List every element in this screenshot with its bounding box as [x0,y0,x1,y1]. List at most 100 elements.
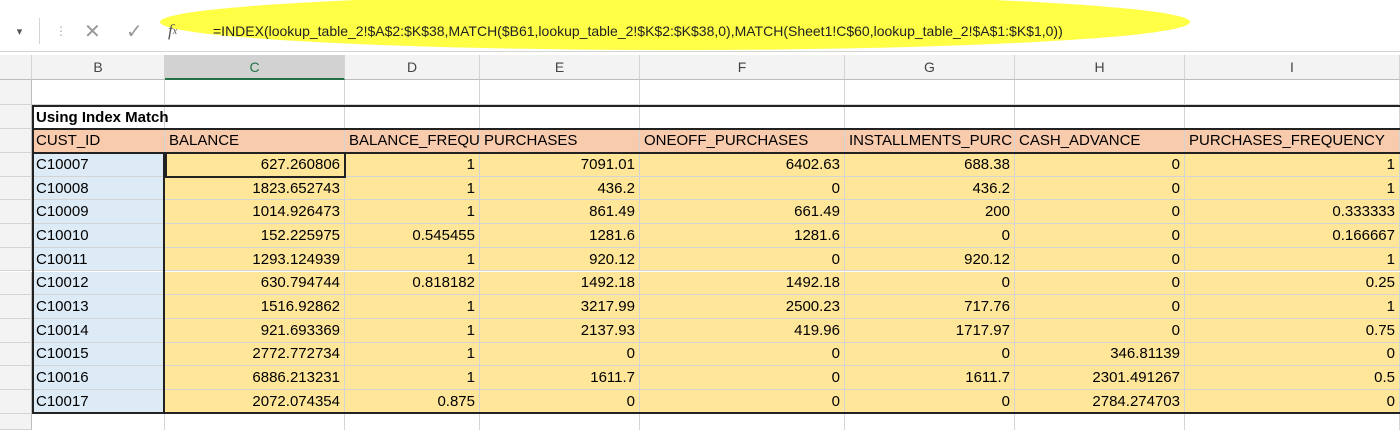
value-cell[interactable]: 920.12 [480,247,640,272]
cell[interactable] [32,80,165,105]
id-cell[interactable]: C10012 [32,271,165,296]
value-cell[interactable]: 717.76 [845,295,1015,319]
id-cell[interactable]: C10011 [32,247,165,272]
value-cell[interactable]: 627.260806 [165,153,345,177]
value-cell[interactable]: 0 [1015,224,1185,248]
value-cell[interactable]: 7091.01 [480,153,640,177]
row-header[interactable] [0,129,32,153]
value-cell[interactable]: 346.81139 [1015,342,1185,367]
row-header[interactable] [0,366,32,390]
cell[interactable] [1015,413,1185,430]
section-title[interactable]: Using Index Match [36,108,169,126]
value-cell[interactable]: 0 [640,247,845,272]
value-cell[interactable]: 0 [640,366,845,390]
value-cell[interactable]: 2500.23 [640,295,845,319]
cell[interactable] [845,80,1015,105]
column-header[interactable]: D [345,55,480,80]
value-cell[interactable]: 0 [1015,247,1185,272]
header-cell[interactable]: INSTALLMENTS_PURC [845,129,1015,153]
value-cell[interactable]: 1 [345,200,480,225]
value-cell[interactable]: 1 [345,153,480,177]
value-cell[interactable]: 0 [845,342,1015,367]
header-cell[interactable]: ONEOFF_PURCHASES [640,129,845,153]
value-cell[interactable]: 1 [345,247,480,272]
id-cell[interactable]: C10016 [32,366,165,390]
value-cell[interactable]: 630.794744 [165,271,345,296]
value-cell[interactable]: 921.693369 [165,318,345,343]
value-cell[interactable]: 152.225975 [165,224,345,248]
row-header[interactable] [0,247,32,272]
column-header[interactable]: H [1015,55,1185,80]
value-cell[interactable]: 1492.18 [480,271,640,296]
id-cell[interactable]: C10015 [32,342,165,367]
value-cell[interactable]: 6886.213231 [165,366,345,390]
cell[interactable] [32,413,165,430]
cell[interactable] [345,80,480,105]
value-cell[interactable]: 1 [345,318,480,343]
value-cell[interactable]: 0 [845,224,1015,248]
value-cell[interactable]: 0 [1015,200,1185,225]
formula-text[interactable]: =INDEX(lookup_table_2!$A$2:$K$38,MATCH($… [213,23,1063,39]
value-cell[interactable]: 920.12 [845,247,1015,272]
value-cell[interactable]: 1516.92862 [165,295,345,319]
value-cell[interactable]: 1 [345,176,480,201]
value-cell[interactable]: 0.5 [1185,366,1400,390]
value-cell[interactable]: 1 [345,295,480,319]
header-cell[interactable]: CUST_ID [32,129,165,153]
cell[interactable] [1185,80,1400,105]
value-cell[interactable]: 1293.124939 [165,247,345,272]
cell[interactable] [1015,80,1185,105]
value-cell[interactable]: 1611.7 [480,366,640,390]
column-header[interactable]: B [32,55,165,80]
cell[interactable] [165,80,345,105]
cell[interactable] [165,413,345,430]
value-cell[interactable]: 661.49 [640,200,845,225]
value-cell[interactable]: 2784.274703 [1015,390,1185,414]
value-cell[interactable]: 3217.99 [480,295,640,319]
column-header[interactable]: E [480,55,640,80]
value-cell[interactable]: 2137.93 [480,318,640,343]
value-cell[interactable]: 0 [640,176,845,201]
row-header[interactable] [0,224,32,248]
cell[interactable] [640,413,845,430]
value-cell[interactable]: 200 [845,200,1015,225]
value-cell[interactable]: 0 [1015,153,1185,177]
cell[interactable] [845,413,1015,430]
value-cell[interactable]: 419.96 [640,318,845,343]
row-header[interactable] [0,342,32,367]
id-cell[interactable]: C10013 [32,295,165,319]
value-cell[interactable]: 0.25 [1185,271,1400,296]
id-cell[interactable]: C10014 [32,318,165,343]
row-header[interactable] [0,200,32,225]
value-cell[interactable]: 1823.652743 [165,176,345,201]
value-cell[interactable]: 0.818182 [345,271,480,296]
row-header[interactable] [0,295,32,319]
id-cell[interactable]: C10010 [32,224,165,248]
row-header[interactable] [0,390,32,414]
row-header[interactable] [0,105,32,129]
column-header[interactable]: I [1185,55,1400,80]
value-cell[interactable]: 1492.18 [640,271,845,296]
value-cell[interactable]: 0 [480,342,640,367]
value-cell[interactable]: 1 [345,342,480,367]
value-cell[interactable]: 0.545455 [345,224,480,248]
value-cell[interactable]: 0 [1015,295,1185,319]
column-header[interactable]: F [640,55,845,80]
column-header[interactable]: G [845,55,1015,80]
id-cell[interactable]: C10007 [32,153,165,177]
header-cell[interactable]: CASH_ADVANCE [1015,129,1185,153]
row-header[interactable] [0,271,32,296]
value-cell[interactable]: 0 [1015,176,1185,201]
value-cell[interactable]: 1717.97 [845,318,1015,343]
value-cell[interactable]: 1611.7 [845,366,1015,390]
value-cell[interactable]: 0 [640,342,845,367]
row-header[interactable] [0,413,32,430]
name-box-dropdown[interactable]: ▾ [0,18,40,44]
value-cell[interactable]: 1014.926473 [165,200,345,225]
row-header[interactable] [0,176,32,201]
value-cell[interactable]: 861.49 [480,200,640,225]
value-cell[interactable]: 688.38 [845,153,1015,177]
value-cell[interactable]: 2772.772734 [165,342,345,367]
id-cell[interactable]: C10008 [32,176,165,201]
